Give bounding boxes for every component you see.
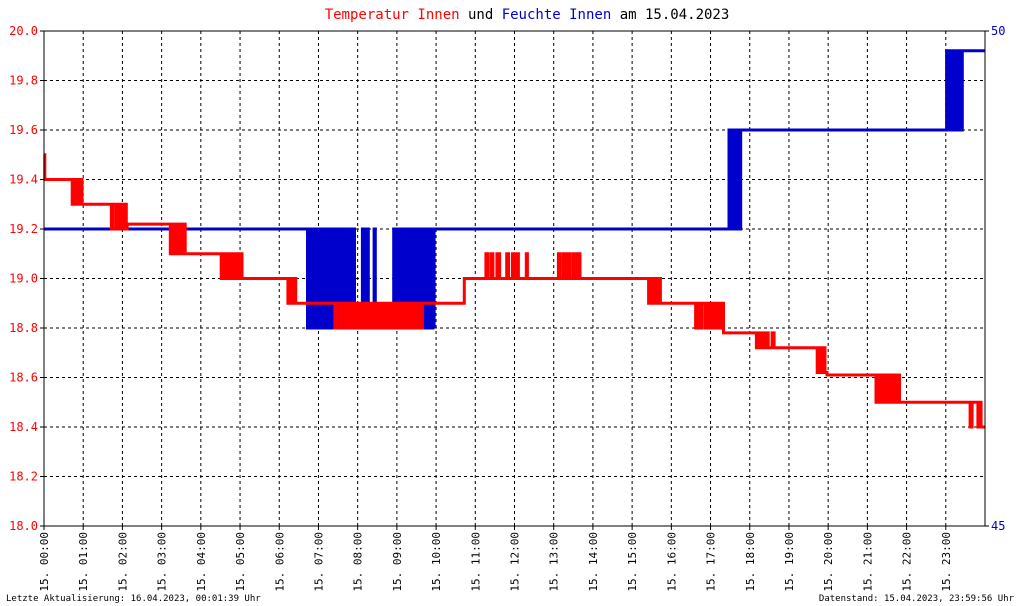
y-right-tick-label: 45 [991, 519, 1005, 533]
x-tick-label: 15. 16:00 [665, 532, 678, 592]
y-left-tick-label: 18.8 [9, 321, 38, 335]
y-left-tick-label: 18.0 [9, 519, 38, 533]
x-tick-label: 15. 14:00 [587, 532, 600, 592]
x-tick-label: 15. 22:00 [901, 532, 914, 592]
y-axis-left: 18.0 18.2 18.4 18.6 18.8 19.0 19.2 19.4 19.6 19.8… [9, 24, 44, 533]
title-temperature: Temperatur Innen [325, 7, 460, 23]
y-left-tick-label: 20.0 [9, 24, 38, 38]
x-tick-label: 15. 02:00 [116, 532, 129, 592]
x-tick-label: 15. 07:00 [312, 532, 325, 592]
x-tick-label: 15. 00:00 [38, 532, 51, 592]
y-right-tick-label: 50 [991, 24, 1005, 38]
x-tick-label: 15. 03:00 [156, 532, 169, 592]
y-axis-right: 45 50 [985, 24, 1005, 533]
series-layer [43, 49, 985, 429]
footer-last-update: Letzte Aktualisierung: 16.04.2023, 00:01… [6, 594, 261, 604]
x-tick-label: 15. 23:00 [940, 532, 953, 592]
x-tick-label: 15. 09:00 [391, 532, 404, 592]
x-tick-label: 15. 10:00 [430, 532, 443, 592]
x-tick-label: 15. 20:00 [822, 532, 835, 592]
x-axis: 15. 00:00 15. 01:00 15. 02:00 15. 03:00 15. … [38, 526, 953, 592]
y-left-tick-label: 18.2 [9, 470, 38, 484]
x-tick-label: 15. 01:00 [77, 532, 90, 592]
x-tick-label: 15. 21:00 [861, 532, 874, 592]
x-tick-label: 15. 19:00 [783, 532, 796, 592]
x-tick-label: 15. 13:00 [548, 532, 561, 592]
y-left-tick-label: 19.4 [9, 173, 38, 187]
y-left-tick-label: 19.6 [9, 123, 38, 137]
x-tick-label: 15. 11:00 [469, 532, 482, 592]
x-tick-label: 15. 05:00 [234, 532, 247, 592]
title-und: und [460, 7, 502, 23]
y-left-tick-label: 18.4 [9, 420, 38, 434]
x-tick-label: 15. 15:00 [626, 532, 639, 592]
x-tick-label: 15. 18:00 [744, 532, 757, 592]
y-left-tick-label: 19.2 [9, 222, 38, 236]
title-date: am 15.04.2023 [611, 7, 729, 23]
y-left-tick-label: 18.6 [9, 371, 38, 385]
title-humidity: Feuchte Innen [502, 7, 612, 23]
x-tick-label: 15. 06:00 [273, 532, 286, 592]
series-line-temperature [43, 153, 985, 429]
x-tick-label: 15. 04:00 [195, 532, 208, 592]
y-left-tick-label: 19.8 [9, 74, 38, 88]
y-left-tick-label: 19.0 [9, 272, 38, 286]
chart-title: Temperatur Innen und Feuchte Innen am 15… [325, 7, 730, 23]
footer-data-status: Datenstand: 15.04.2023, 23:59:56 Uhr [819, 594, 1015, 604]
x-tick-label: 15. 12:00 [509, 532, 522, 592]
x-tick-label: 15. 08:00 [352, 532, 365, 592]
x-tick-label: 15. 17:00 [705, 532, 718, 592]
